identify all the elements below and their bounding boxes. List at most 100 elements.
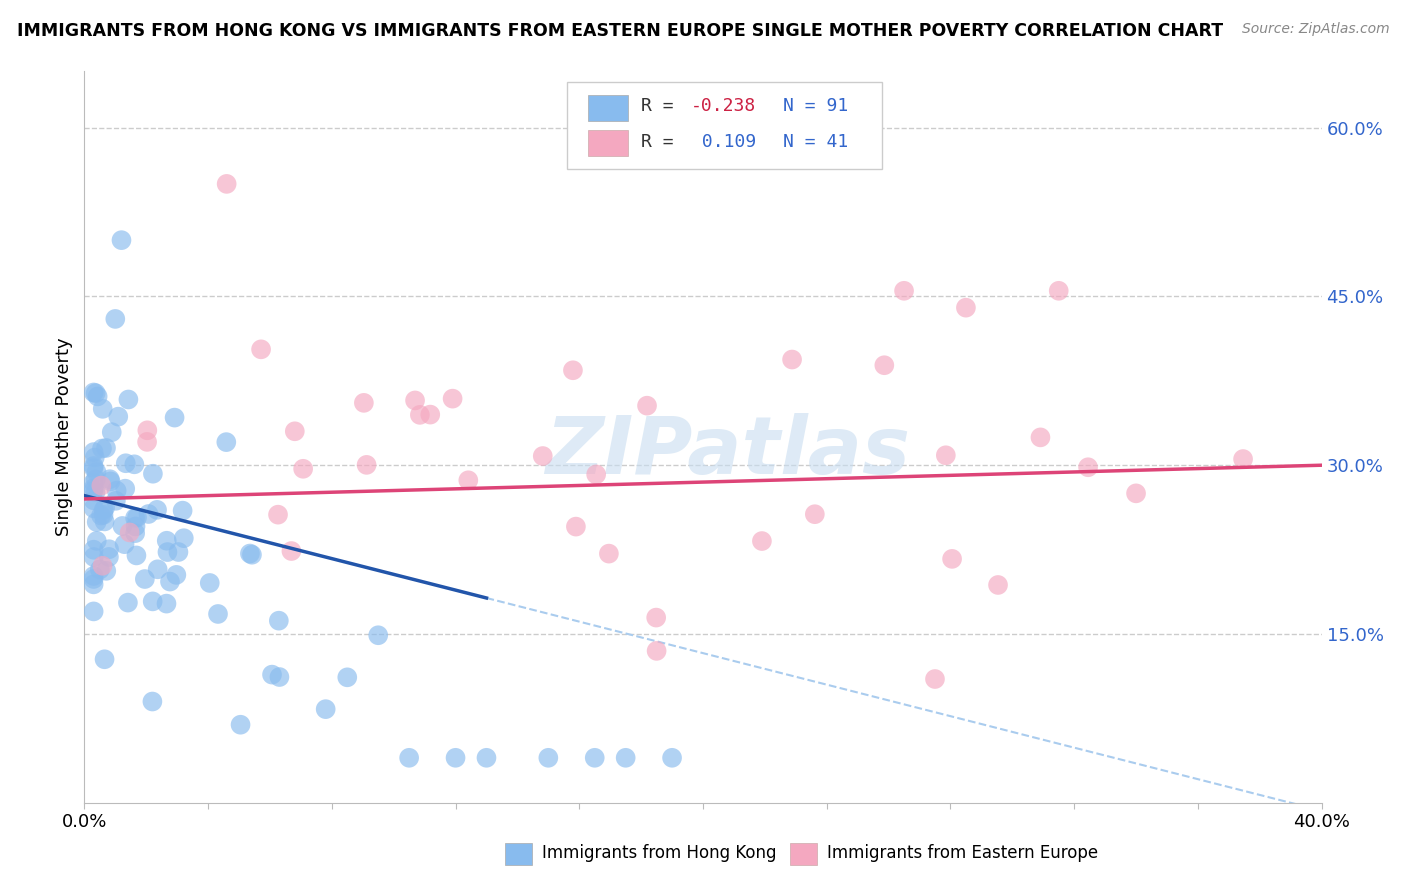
Point (83, 604, 105, 618)
Point (118, 525, 141, 540)
Point (156, 533, 179, 548)
Point (1047, 284, 1070, 298)
Point (457, 473, 479, 487)
Point (409, 408, 432, 422)
Point (90, 478, 112, 492)
Point (83, 458, 105, 473)
Point (987, 578, 1010, 592)
Point (269, 670, 291, 684)
Point (98, 472, 121, 486)
Text: ZIPatlas: ZIPatlas (546, 413, 910, 491)
Point (935, 448, 957, 462)
Point (1077, 460, 1099, 475)
Point (159, 574, 181, 589)
Text: -0.238: -0.238 (690, 96, 756, 115)
Point (356, 458, 378, 472)
Point (94, 500, 117, 515)
Point (107, 409, 129, 424)
Point (751, 534, 773, 549)
Point (86, 515, 108, 529)
Bar (505, 843, 533, 865)
Point (84, 386, 107, 401)
Point (893, 284, 915, 298)
Point (146, 562, 169, 576)
Point (267, 614, 290, 628)
Point (124, 526, 146, 541)
Bar (588, 95, 627, 121)
Point (250, 343, 273, 357)
Point (260, 667, 283, 681)
Point (83, 501, 105, 516)
Point (141, 694, 163, 708)
Point (292, 462, 315, 476)
Point (583, 751, 606, 765)
Point (100, 475, 122, 489)
Point (537, 751, 560, 765)
Point (84, 485, 107, 500)
Point (83, 445, 105, 459)
Point (114, 456, 136, 470)
Text: Source: ZipAtlas.com: Source: ZipAtlas.com (1241, 22, 1389, 37)
Text: R =: R = (641, 133, 685, 152)
Point (93, 652, 115, 666)
Point (240, 548, 263, 562)
Point (229, 717, 252, 731)
Bar (588, 130, 627, 156)
Point (215, 435, 238, 450)
Point (91, 558, 114, 573)
Point (645, 644, 668, 658)
Point (96, 564, 118, 578)
Point (165, 567, 187, 582)
Point (125, 549, 148, 563)
Point (353, 396, 375, 410)
Point (90, 508, 112, 523)
Point (1029, 430, 1052, 444)
Point (404, 393, 426, 408)
Point (598, 547, 620, 561)
Point (125, 510, 148, 524)
Point (280, 544, 302, 558)
Point (114, 482, 136, 496)
Point (111, 519, 134, 533)
Point (84, 472, 107, 486)
Point (173, 531, 195, 545)
Point (93, 515, 115, 529)
Point (138, 507, 160, 521)
Point (146, 503, 169, 517)
Point (91, 401, 114, 416)
Point (645, 610, 668, 624)
Point (94, 441, 117, 455)
Point (267, 508, 290, 522)
Point (284, 425, 307, 439)
Point (134, 572, 156, 586)
Point (86, 389, 108, 403)
Point (83, 572, 105, 586)
Point (207, 607, 229, 621)
Point (565, 519, 588, 533)
Text: N = 91: N = 91 (783, 96, 849, 115)
Point (93, 503, 115, 517)
Point (110, 233, 132, 247)
Text: 0.109: 0.109 (690, 133, 756, 152)
Point (441, 392, 464, 406)
Point (124, 519, 146, 533)
Text: IMMIGRANTS FROM HONG KONG VS IMMIGRANTS FROM EASTERN EUROPE SINGLE MOTHER POVERT: IMMIGRANTS FROM HONG KONG VS IMMIGRANTS … (17, 22, 1223, 40)
Point (83, 577, 105, 591)
Text: N = 41: N = 41 (783, 133, 849, 152)
Point (167, 545, 190, 559)
Point (155, 597, 177, 611)
Text: R =: R = (641, 96, 685, 115)
Point (142, 594, 165, 608)
Point (114, 537, 136, 551)
Point (585, 467, 607, 482)
Point (83, 549, 105, 564)
Point (117, 392, 139, 407)
Point (83, 483, 105, 498)
Point (136, 423, 159, 437)
Text: Immigrants from Eastern Europe: Immigrants from Eastern Europe (827, 844, 1098, 863)
Point (562, 363, 585, 377)
Y-axis label: Single Mother Poverty: Single Mother Poverty (55, 338, 73, 536)
Point (100, 425, 122, 439)
Point (83, 493, 105, 508)
FancyBboxPatch shape (567, 82, 883, 169)
